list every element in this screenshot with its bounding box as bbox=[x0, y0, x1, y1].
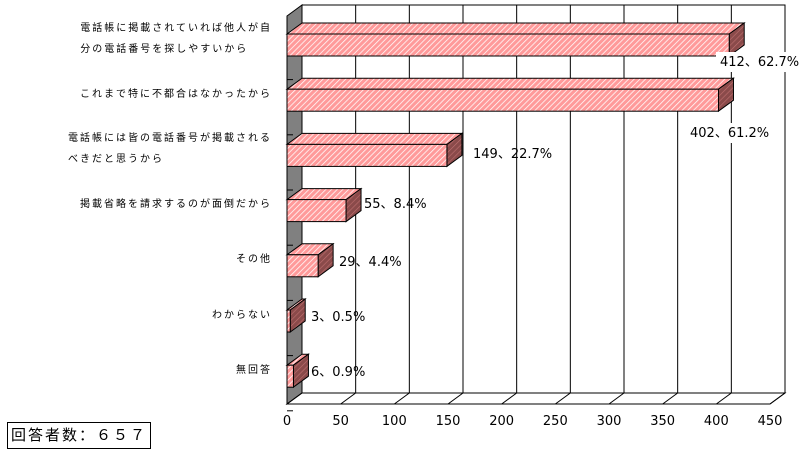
floor-gridline bbox=[340, 392, 356, 405]
floor-gridline bbox=[447, 392, 464, 405]
category-label-line: わからない bbox=[212, 309, 272, 321]
x-tick-label: 400 bbox=[704, 414, 729, 429]
x-tick-label: 100 bbox=[382, 414, 407, 429]
floor-gridline bbox=[555, 392, 571, 405]
x-tick-label: 50 bbox=[332, 414, 349, 429]
x-tick-label: 200 bbox=[489, 414, 514, 429]
category-label-line: 無回答 bbox=[236, 364, 272, 376]
category-label-line: べきだと思うから bbox=[68, 154, 164, 166]
x-tick-label: 250 bbox=[543, 414, 568, 429]
bar bbox=[286, 199, 347, 223]
x-tick-label: 300 bbox=[597, 414, 622, 429]
bar bbox=[286, 143, 448, 167]
category-label: 無回答 bbox=[236, 360, 272, 381]
category-label: その他 bbox=[236, 249, 272, 270]
category-label-line: 掲載省略を請求するのが面倒だから bbox=[80, 199, 272, 211]
category-label: 電話帳には皆の電話番号が掲載される べきだと思うから bbox=[68, 128, 272, 170]
floor bbox=[285, 392, 787, 405]
data-label: 149、22.7% bbox=[473, 147, 552, 162]
data-label: 6、0.9% bbox=[311, 365, 365, 380]
data-label-bg bbox=[716, 52, 798, 72]
category-label-line: これまで特に不都合はなかったから bbox=[80, 88, 272, 100]
bar bbox=[286, 88, 719, 112]
x-tick-label: 0 bbox=[283, 414, 291, 429]
bar-top bbox=[285, 22, 746, 35]
bar bbox=[286, 33, 730, 57]
floor-gridline bbox=[769, 392, 786, 405]
floor-gridline bbox=[716, 392, 732, 405]
floor-gridline bbox=[394, 392, 410, 405]
category-label-line: その他 bbox=[236, 254, 272, 266]
floor-gridline bbox=[286, 392, 303, 405]
floor-gridline bbox=[501, 392, 517, 405]
category-label: わからない bbox=[212, 305, 272, 326]
category-label: 掲載省略を請求するのが面倒だから bbox=[80, 194, 272, 215]
x-tick-label: 150 bbox=[436, 414, 461, 429]
bar bbox=[286, 254, 319, 278]
category-label: これまで特に不都合はなかったから bbox=[80, 84, 272, 105]
data-label: 412、62.7% bbox=[720, 55, 799, 70]
data-label: 29、4.4% bbox=[339, 255, 402, 270]
floor-gridline bbox=[608, 392, 625, 405]
data-label: 55、8.4% bbox=[364, 197, 427, 212]
category-label-line: 電話帳には皆の電話番号が掲載される bbox=[68, 133, 272, 145]
bar-top bbox=[285, 132, 464, 145]
bar bbox=[286, 309, 291, 333]
category-label-line: 分の電話番号を探しやすいから bbox=[80, 44, 249, 55]
bar-top bbox=[285, 77, 736, 90]
x-tick-label: 450 bbox=[758, 414, 783, 429]
category-label: 電話帳に掲載されていれば他人が自 分の電話番号を探しやすいから bbox=[80, 18, 272, 60]
data-label: 402、61.2% bbox=[690, 126, 769, 141]
category-label-line: 電話帳に掲載されていれば他人が自 bbox=[80, 23, 272, 34]
x-tick-label: 350 bbox=[650, 414, 675, 429]
bar bbox=[286, 364, 294, 388]
back-wall bbox=[301, 4, 786, 394]
data-label-bg bbox=[686, 123, 768, 143]
data-label: 3、0.5% bbox=[311, 310, 365, 325]
respondent-count-note: 回答者数：６５７ bbox=[7, 422, 151, 449]
floor-gridline bbox=[662, 392, 678, 405]
